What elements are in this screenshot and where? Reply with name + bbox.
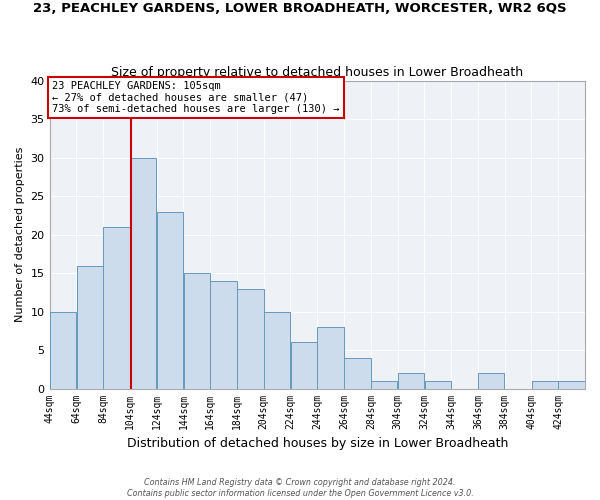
X-axis label: Distribution of detached houses by size in Lower Broadheath: Distribution of detached houses by size … xyxy=(127,437,508,450)
Text: 23, PEACHLEY GARDENS, LOWER BROADHEATH, WORCESTER, WR2 6QS: 23, PEACHLEY GARDENS, LOWER BROADHEATH, … xyxy=(33,2,567,16)
Title: Size of property relative to detached houses in Lower Broadheath: Size of property relative to detached ho… xyxy=(111,66,523,78)
Bar xyxy=(103,227,130,388)
Bar xyxy=(50,312,76,388)
Bar xyxy=(532,381,558,388)
Bar xyxy=(237,288,263,388)
Bar xyxy=(211,281,237,388)
Bar xyxy=(184,273,210,388)
Bar xyxy=(264,312,290,388)
Bar xyxy=(559,381,585,388)
Bar xyxy=(290,342,317,388)
Bar xyxy=(77,266,103,388)
Bar xyxy=(344,358,371,388)
Bar xyxy=(130,158,157,388)
Bar xyxy=(371,381,397,388)
Bar xyxy=(317,327,344,388)
Bar xyxy=(157,212,183,388)
Y-axis label: Number of detached properties: Number of detached properties xyxy=(15,147,25,322)
Bar xyxy=(425,381,451,388)
Bar xyxy=(398,373,424,388)
Text: Contains HM Land Registry data © Crown copyright and database right 2024.
Contai: Contains HM Land Registry data © Crown c… xyxy=(127,478,473,498)
Text: 23 PEACHLEY GARDENS: 105sqm
← 27% of detached houses are smaller (47)
73% of sem: 23 PEACHLEY GARDENS: 105sqm ← 27% of det… xyxy=(52,81,340,114)
Bar xyxy=(478,373,505,388)
